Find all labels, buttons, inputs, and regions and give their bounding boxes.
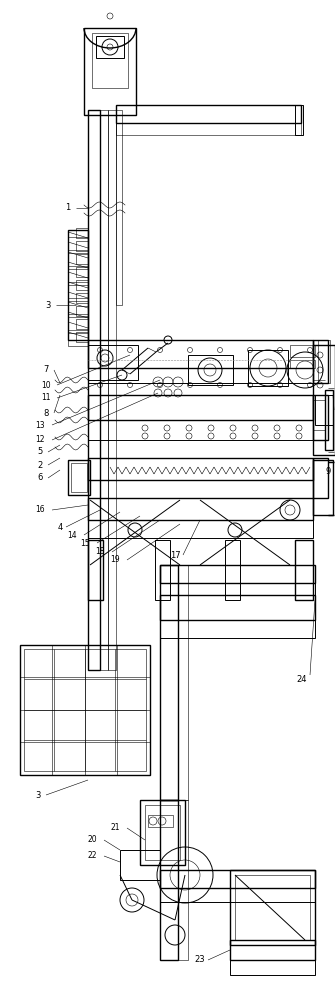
Bar — [88, 420, 313, 440]
Bar — [68, 333, 88, 346]
Bar — [71, 463, 87, 492]
Bar — [76, 306, 88, 316]
Text: 8: 8 — [43, 408, 49, 418]
Bar — [248, 350, 288, 386]
Text: 20: 20 — [87, 836, 97, 844]
Bar — [92, 33, 128, 88]
Bar — [88, 368, 313, 383]
Bar — [68, 301, 88, 314]
Text: 13: 13 — [35, 420, 45, 430]
Bar — [88, 520, 313, 538]
Text: 2: 2 — [38, 460, 43, 470]
Bar — [160, 888, 315, 902]
Bar — [140, 800, 185, 865]
Bar — [160, 870, 315, 888]
Bar — [68, 460, 90, 495]
Bar — [108, 110, 116, 670]
Bar — [88, 540, 103, 600]
Bar — [295, 540, 313, 600]
Text: 15: 15 — [80, 538, 90, 548]
Bar — [160, 565, 178, 800]
Bar — [76, 319, 88, 329]
Bar — [313, 460, 333, 515]
Bar — [76, 254, 88, 264]
Bar — [290, 360, 315, 368]
Bar — [76, 332, 88, 342]
Bar — [148, 815, 173, 827]
Bar — [96, 36, 124, 58]
Bar — [160, 620, 315, 638]
Bar — [100, 110, 108, 670]
Bar — [76, 228, 88, 238]
Bar — [68, 269, 88, 282]
Text: 21: 21 — [110, 824, 120, 832]
Bar — [230, 960, 315, 975]
Text: 17: 17 — [170, 550, 180, 560]
Bar — [160, 583, 315, 595]
Text: 1: 1 — [65, 204, 71, 213]
Bar — [120, 850, 160, 880]
Text: 11: 11 — [41, 393, 51, 402]
Text: 10: 10 — [41, 380, 51, 389]
Bar — [225, 540, 240, 600]
Bar — [178, 800, 188, 960]
Bar — [68, 285, 88, 298]
Text: 16: 16 — [35, 506, 45, 514]
Bar — [88, 340, 313, 368]
Bar — [116, 110, 122, 305]
Bar — [315, 395, 333, 425]
Text: 14: 14 — [67, 530, 77, 540]
Bar — [76, 267, 88, 277]
Bar — [88, 345, 138, 380]
Bar — [145, 805, 180, 860]
Text: 4: 4 — [57, 522, 63, 532]
Bar — [313, 340, 328, 383]
Bar — [88, 480, 313, 498]
Bar — [88, 458, 313, 480]
Bar — [230, 870, 315, 945]
Bar — [235, 875, 310, 940]
Bar — [313, 395, 328, 440]
Bar — [160, 565, 315, 583]
Bar — [116, 105, 301, 123]
Bar — [290, 345, 315, 357]
Bar — [68, 253, 88, 266]
Bar — [24, 649, 146, 771]
Bar — [88, 498, 313, 520]
Bar — [313, 458, 328, 498]
Bar — [325, 390, 333, 450]
Text: 19: 19 — [110, 556, 120, 564]
Bar — [116, 123, 301, 135]
Text: 5: 5 — [38, 448, 43, 456]
Bar — [295, 105, 303, 135]
Bar — [160, 595, 315, 620]
Bar — [76, 280, 88, 290]
Bar — [318, 340, 330, 383]
Bar — [76, 293, 88, 303]
Bar — [188, 355, 233, 385]
Text: 7: 7 — [43, 365, 49, 374]
Bar — [84, 28, 136, 115]
Text: 22: 22 — [87, 852, 97, 860]
Bar — [68, 230, 88, 340]
Text: 9: 9 — [325, 468, 331, 477]
Bar — [313, 345, 335, 455]
Bar — [155, 540, 170, 600]
Bar — [178, 565, 188, 800]
Text: 12: 12 — [35, 436, 45, 444]
Bar — [230, 940, 315, 960]
Bar — [88, 395, 313, 420]
Text: 3: 3 — [45, 300, 51, 310]
Bar — [160, 800, 178, 960]
Bar — [88, 110, 100, 670]
Bar — [20, 645, 150, 775]
Bar — [76, 241, 88, 251]
Text: 3: 3 — [35, 790, 41, 800]
Text: 23: 23 — [195, 956, 205, 964]
Text: 24: 24 — [297, 676, 307, 684]
Bar — [68, 317, 88, 330]
Bar — [68, 237, 88, 250]
Text: 18: 18 — [95, 548, 105, 556]
Text: 6: 6 — [37, 474, 43, 483]
